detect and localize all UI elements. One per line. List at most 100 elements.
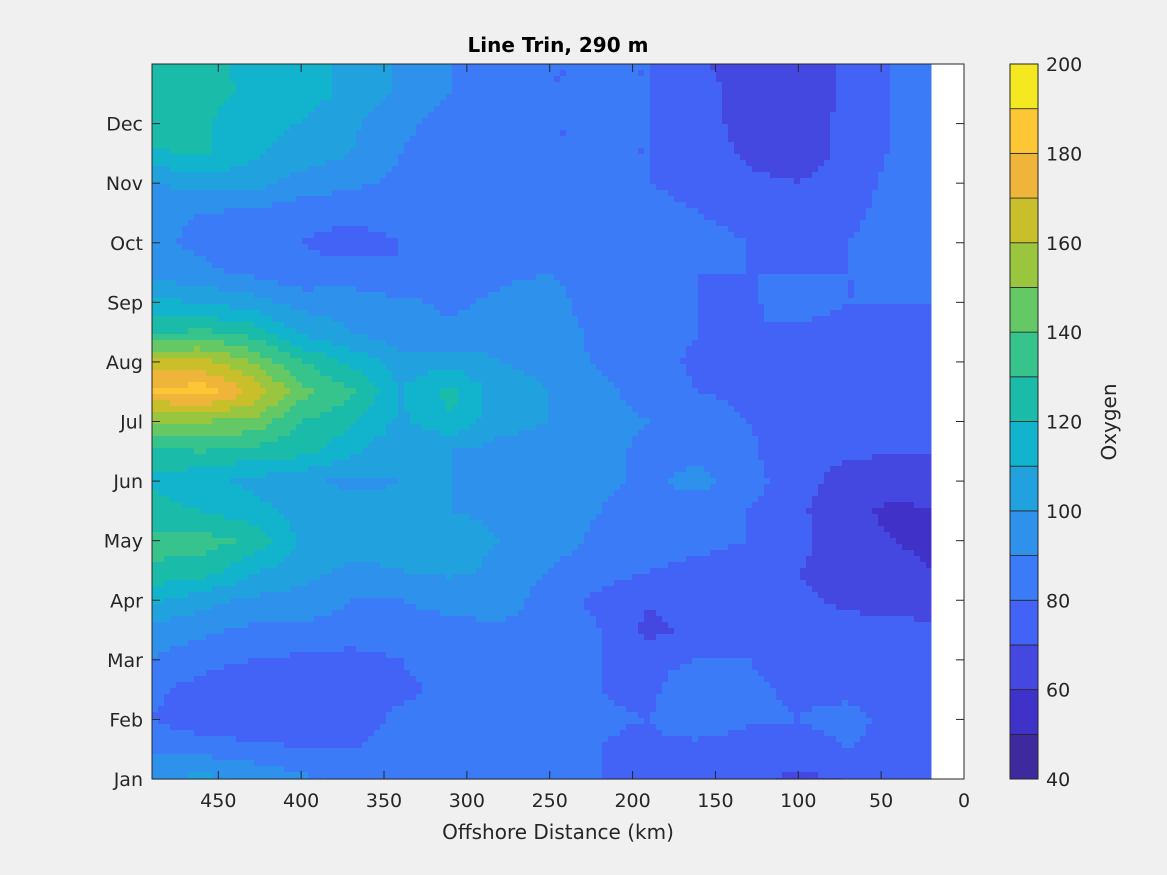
contour-cell <box>242 226 249 233</box>
contour-cell <box>494 274 501 281</box>
contour-cell <box>680 82 687 89</box>
contour-cell <box>662 130 669 137</box>
contour-cell <box>794 142 801 149</box>
contour-cell <box>782 172 789 179</box>
contour-cell <box>800 106 807 113</box>
contour-cell <box>902 82 909 89</box>
contour-cell <box>914 70 921 77</box>
contour-cell <box>884 160 891 167</box>
contour-cell <box>800 256 807 263</box>
contour-cell <box>446 280 453 287</box>
contour-cell <box>830 70 837 77</box>
contour-cell <box>320 226 327 233</box>
contour-cell <box>452 142 459 149</box>
contour-cell <box>386 112 393 119</box>
contour-cell <box>182 226 189 233</box>
contour-cell <box>428 238 435 245</box>
contour-cell <box>362 94 369 101</box>
contour-cell <box>764 154 771 161</box>
contour-cell <box>662 142 669 149</box>
contour-cell <box>836 148 843 155</box>
contour-cell <box>608 148 615 155</box>
contour-cell <box>254 292 261 299</box>
contour-cell <box>788 112 795 119</box>
contour-cell <box>806 256 813 263</box>
contour-cell <box>902 250 909 257</box>
contour-cell <box>356 64 363 71</box>
contour-cell <box>224 166 231 173</box>
contour-cell <box>356 280 363 287</box>
contour-cell <box>728 238 735 245</box>
contour-cell <box>236 172 243 179</box>
contour-cell <box>224 88 231 95</box>
contour-cell <box>734 112 741 119</box>
contour-cell <box>806 232 813 239</box>
contour-cell <box>890 142 897 149</box>
contour-cell <box>458 76 465 83</box>
contour-cell <box>332 286 339 293</box>
contour-cell <box>446 286 453 293</box>
contour-cell <box>734 124 741 131</box>
contour-cell <box>692 136 699 143</box>
contour-cell <box>680 244 687 251</box>
contour-cell <box>314 172 321 179</box>
contour-cell <box>752 94 759 101</box>
contour-cell <box>674 130 681 137</box>
contour-cell <box>644 244 651 251</box>
contour-cell <box>212 118 219 125</box>
contour-cell <box>380 268 387 275</box>
contour-cell <box>290 148 297 155</box>
contour-cell <box>764 136 771 143</box>
contour-cell <box>284 64 291 71</box>
contour-cell <box>512 190 519 197</box>
contour-cell <box>164 256 171 263</box>
contour-cell <box>278 118 285 125</box>
contour-cell <box>488 178 495 185</box>
contour-cell <box>530 202 537 209</box>
contour-cell <box>668 64 675 71</box>
contour-cell <box>692 262 699 269</box>
contour-cell <box>842 112 849 119</box>
contour-cell <box>860 76 867 83</box>
contour-cell <box>578 142 585 149</box>
contour-cell <box>686 100 693 107</box>
contour-cell <box>704 82 711 89</box>
contour-cell <box>368 106 375 113</box>
contour-cell <box>818 262 825 269</box>
contour-cell <box>290 142 297 149</box>
contour-cell <box>710 172 717 179</box>
contour-cell <box>272 94 279 101</box>
contour-cell <box>182 184 189 191</box>
contour-cell <box>176 112 183 119</box>
contour-cell <box>404 172 411 179</box>
contour-cell <box>578 184 585 191</box>
contour-cell <box>506 172 513 179</box>
contour-cell <box>350 64 357 71</box>
contour-cell <box>518 148 525 155</box>
contour-cell <box>830 76 837 83</box>
contour-cell <box>338 166 345 173</box>
contour-cell <box>392 88 399 95</box>
contour-cell <box>488 106 495 113</box>
contour-cell <box>182 274 189 281</box>
contour-cell <box>842 64 849 71</box>
contour-cell <box>926 94 932 101</box>
contour-cell <box>668 202 675 209</box>
contour-cell <box>854 172 861 179</box>
contour-cell <box>860 238 867 245</box>
contour-cell <box>674 124 681 131</box>
contour-cell <box>248 232 255 239</box>
contour-cell <box>278 244 285 251</box>
contour-cell <box>368 130 375 137</box>
contour-cell <box>554 208 561 215</box>
contour-cell <box>614 100 621 107</box>
contour-cell <box>392 82 399 89</box>
contour-cell <box>722 214 729 221</box>
contour-cell <box>542 142 549 149</box>
contour-cell <box>404 82 411 89</box>
contour-cell <box>542 184 549 191</box>
contour-cell <box>740 130 747 137</box>
contour-cell <box>704 196 711 203</box>
contour-cell <box>206 100 213 107</box>
contour-cell <box>482 286 489 293</box>
